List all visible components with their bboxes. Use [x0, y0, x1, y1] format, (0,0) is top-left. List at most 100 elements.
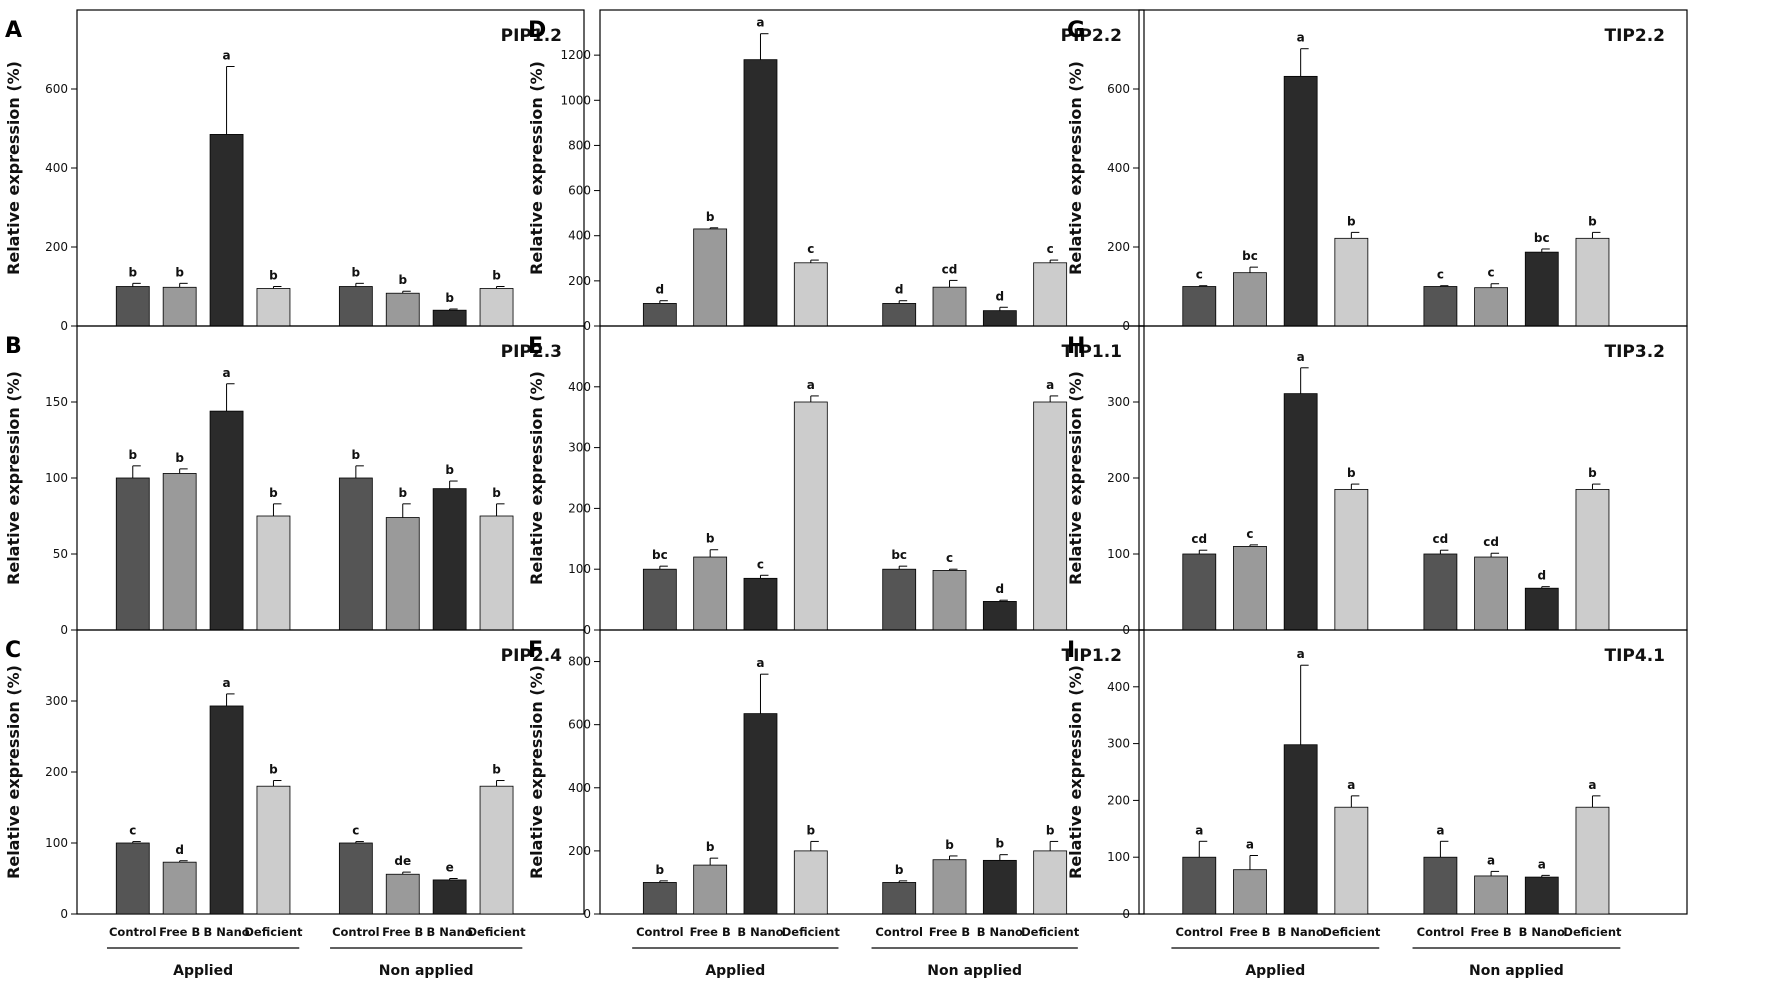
group-label: Applied	[173, 963, 233, 979]
y-axis-label: Relative expression (%)	[1066, 665, 1085, 879]
bar	[1423, 286, 1458, 327]
significance-letter: b	[128, 265, 137, 279]
bar	[1334, 237, 1369, 327]
significance-letter: d	[656, 283, 665, 297]
y-tick-label: 200	[1107, 471, 1130, 485]
significance-letter: b	[175, 265, 184, 279]
significance-letter: b	[352, 448, 361, 462]
significance-letter: c	[946, 551, 953, 565]
y-tick-label: 100	[1107, 547, 1130, 561]
significance-letter: a	[756, 16, 764, 30]
bar	[385, 873, 420, 915]
y-axis-label: Relative expression (%)	[527, 665, 546, 879]
significance-letter: b	[1347, 466, 1356, 480]
bar	[1334, 806, 1369, 915]
y-tick-label: 800	[568, 655, 591, 669]
bar	[479, 515, 514, 631]
bar	[1575, 806, 1610, 915]
significance-letter: b	[175, 451, 184, 465]
significance-letter: b	[656, 863, 665, 877]
significance-letter: c	[757, 557, 764, 571]
bar	[1233, 869, 1267, 915]
bar	[1233, 546, 1267, 631]
group-label: Non applied	[1469, 963, 1564, 979]
x-category-label: B Nano	[203, 925, 249, 939]
bar	[256, 785, 291, 915]
y-tick-label: 400	[568, 781, 591, 795]
y-tick-label: 0	[60, 623, 68, 637]
y-axis-label: Relative expression (%)	[4, 61, 23, 275]
bar	[162, 473, 197, 631]
bar	[882, 303, 917, 327]
bar	[256, 515, 291, 631]
x-category-label: B Nano	[737, 925, 783, 939]
bar	[1575, 488, 1610, 631]
x-category-label: Deficient	[1563, 925, 1622, 939]
bar	[793, 850, 828, 915]
x-category-label: B Nano	[977, 925, 1023, 939]
significance-letter: cd	[1191, 532, 1207, 546]
panel-title: PIP1.2	[501, 26, 562, 46]
y-tick-label: 200	[1107, 240, 1130, 254]
bar	[432, 488, 467, 631]
bar	[932, 286, 967, 327]
significance-letter: b	[945, 838, 954, 852]
y-axis-label: Relative expression (%)	[4, 665, 23, 879]
y-tick-label: 1200	[560, 48, 591, 62]
y-tick-label: 0	[583, 907, 591, 921]
panel-title: PIP2.2	[1061, 26, 1122, 46]
significance-letter: a	[1538, 857, 1546, 871]
bar	[1575, 237, 1610, 327]
y-tick-label: 200	[568, 501, 591, 515]
bar	[1182, 856, 1217, 915]
panel-letter: I	[1067, 638, 1075, 663]
bar	[162, 861, 197, 915]
y-tick-label: 200	[45, 765, 68, 779]
y-tick-label: 100	[1107, 850, 1130, 864]
bar	[115, 842, 150, 915]
y-tick-label: 400	[45, 161, 68, 175]
panel-frame	[76, 9, 585, 327]
y-tick-label: 400	[568, 229, 591, 243]
group-label: Applied	[705, 963, 765, 979]
bar	[479, 288, 514, 327]
significance-letter: a	[223, 676, 231, 690]
significance-letter: c	[352, 824, 359, 838]
x-category-label: Free B	[1471, 925, 1512, 939]
x-category-label: Deficient	[1322, 925, 1381, 939]
bar	[162, 286, 197, 327]
bar	[432, 309, 467, 327]
panel-i: I TIP4.1 Relative expression (%) 0 100 200 300…	[1066, 629, 1688, 979]
significance-letter: b	[1347, 214, 1356, 228]
bar	[1334, 488, 1369, 631]
significance-letter: b	[706, 532, 715, 546]
significance-letter: b	[352, 265, 361, 279]
y-tick-label: 0	[583, 623, 591, 637]
significance-letter: a	[807, 378, 815, 392]
bar	[1474, 875, 1508, 915]
bar	[982, 859, 1017, 915]
bar	[793, 401, 828, 631]
y-tick-label: 200	[1107, 793, 1130, 807]
significance-letter: a	[223, 48, 231, 62]
significance-letter: cd	[942, 262, 958, 276]
y-tick-label: 300	[1107, 395, 1130, 409]
y-tick-label: 300	[45, 694, 68, 708]
x-category-label: B Nano	[1278, 925, 1324, 939]
y-tick-label: 150	[45, 395, 68, 409]
x-category-label: B Nano	[427, 925, 473, 939]
y-tick-label: 400	[568, 380, 591, 394]
significance-letter: b	[706, 840, 715, 854]
y-tick-label: 0	[60, 319, 68, 333]
x-category-label: Deficient	[1021, 925, 1080, 939]
bar	[209, 410, 244, 631]
bar	[642, 568, 677, 631]
y-tick-label: 400	[1107, 161, 1130, 175]
y-axis-label: Relative expression (%)	[527, 61, 546, 275]
significance-letter: d	[1537, 569, 1546, 583]
bar	[793, 262, 828, 327]
y-tick-label: 600	[1107, 82, 1130, 96]
significance-letter: a	[1046, 378, 1054, 392]
significance-letter: c	[1246, 527, 1253, 541]
y-tick-label: 0	[60, 907, 68, 921]
